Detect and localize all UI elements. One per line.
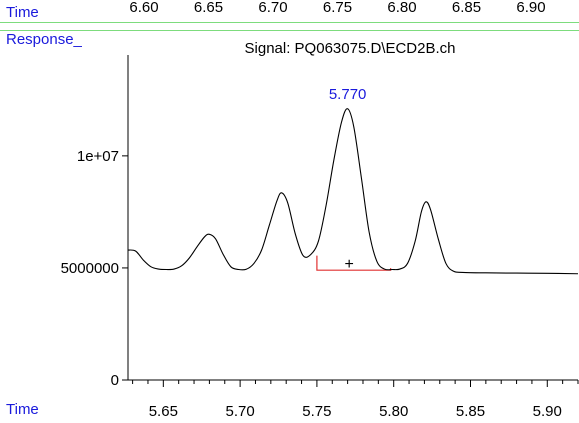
response-label: Response_: [6, 31, 82, 48]
top-time-tick-label: 6.65: [193, 0, 224, 16]
top-time-tick-label: 6.70: [258, 0, 288, 16]
x-tick-label: 5.70: [226, 403, 255, 420]
x-tick-label: 5.65: [149, 403, 178, 420]
x-tick-label: 5.75: [302, 403, 331, 420]
header-divider-2: [0, 30, 579, 31]
bottom-time-label: Time: [6, 401, 39, 418]
y-tick-label: 5000000: [61, 260, 119, 277]
x-tick-label: 5.80: [379, 403, 408, 420]
signal-title: Signal: PQ063075.D\ECD2B.ch: [244, 40, 456, 57]
top-time-tick-label: 6.60: [129, 0, 159, 16]
top-time-tick-label: 6.85: [451, 0, 482, 16]
header-divider-1: [0, 22, 579, 23]
peak-apex-marker: +: [344, 256, 353, 273]
signal-trace: [127, 108, 579, 275]
top-time-tick-label: 6.90: [516, 0, 546, 16]
top-time-tick-label: 6.80: [387, 0, 417, 16]
top-time-tick-label: 6.75: [322, 0, 353, 16]
y-tick-label: 1e+07: [77, 148, 119, 165]
x-tick-label: 5.90: [533, 403, 562, 420]
y-tick-label: 0: [111, 372, 119, 389]
x-tick-label: 5.85: [456, 403, 485, 420]
top-time-label: Time: [6, 4, 39, 21]
peak-retention-label: 5.770: [329, 86, 367, 103]
